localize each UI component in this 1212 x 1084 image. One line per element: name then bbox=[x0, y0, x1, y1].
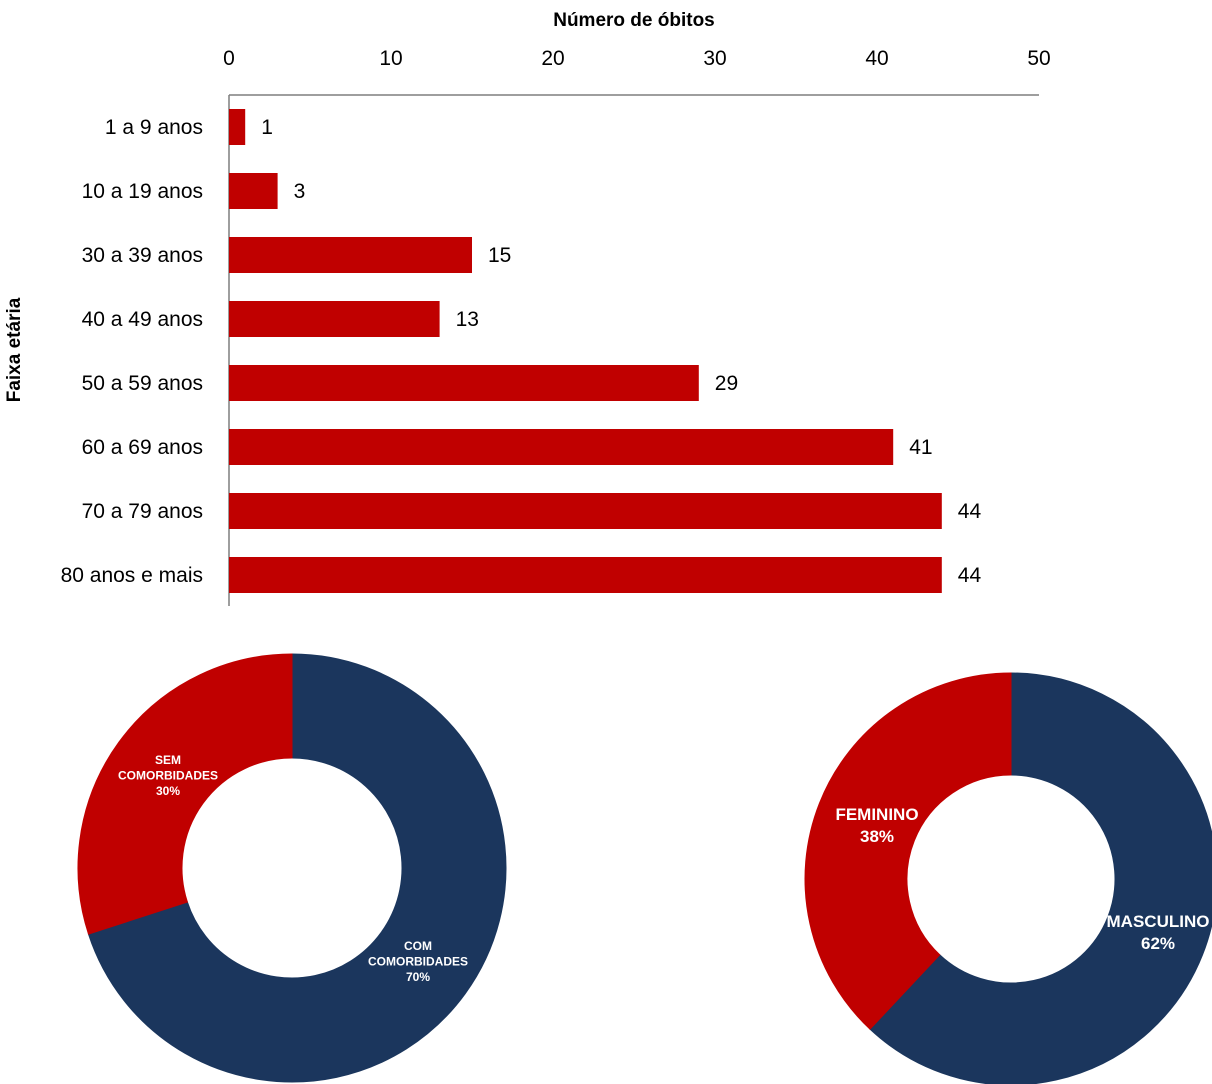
category-label: 60 a 69 anos bbox=[82, 436, 203, 459]
slice-label: SEM COMORBIDADES 30% bbox=[118, 753, 218, 798]
x-tick-label: 10 bbox=[379, 47, 402, 70]
donut-slice bbox=[869, 672, 1212, 1084]
data-label: 15 bbox=[488, 244, 511, 267]
data-label: 13 bbox=[456, 308, 479, 331]
x-tick-label: 0 bbox=[223, 47, 235, 70]
category-label: 40 a 49 anos bbox=[82, 308, 203, 331]
x-tick-label: 50 bbox=[1027, 47, 1050, 70]
donut-slice bbox=[77, 653, 293, 935]
slice-label: FEMININO 38% bbox=[835, 805, 918, 846]
donut-sexo: MASCULINO 62% FEMININO 38% bbox=[804, 672, 1212, 1084]
data-label: 44 bbox=[958, 500, 982, 523]
bar bbox=[229, 109, 246, 145]
category-label: 70 a 79 anos bbox=[82, 500, 203, 523]
slice-label: MASCULINO 62% bbox=[1107, 912, 1210, 953]
bar-chart: Número de óbitos Faixa etária 0 10 20 30 40 5… bbox=[4, 10, 1051, 606]
bar bbox=[229, 557, 942, 593]
bar bbox=[229, 301, 440, 337]
data-label: 29 bbox=[715, 372, 738, 395]
data-label: 1 bbox=[261, 116, 273, 139]
y-axis-title: Faixa etária bbox=[4, 297, 25, 402]
donut-slice bbox=[804, 672, 1012, 1030]
bar bbox=[229, 429, 894, 465]
bar bbox=[229, 173, 278, 209]
category-label: 30 a 39 anos bbox=[82, 244, 203, 267]
data-label: 41 bbox=[909, 436, 932, 459]
category-label: 50 a 59 anos bbox=[82, 372, 203, 395]
donut-comorbidades: COM COMORBIDADES 70% SEM COMORBIDADES 30% bbox=[77, 653, 507, 1083]
category-label: 1 a 9 anos bbox=[105, 116, 203, 139]
bar bbox=[229, 493, 942, 529]
x-tick-label: 20 bbox=[541, 47, 564, 70]
slice-label: COM COMORBIDADES 70% bbox=[368, 939, 468, 984]
category-label: 80 anos e mais bbox=[61, 564, 203, 587]
bar bbox=[229, 237, 472, 273]
bar-layer: 0 10 20 30 40 50 1 a 9 anos 1 10 a 19 anos 3 30 a … bbox=[61, 47, 1051, 606]
data-label: 3 bbox=[294, 180, 306, 203]
bar bbox=[229, 365, 699, 401]
x-tick-label: 30 bbox=[703, 47, 726, 70]
data-label: 44 bbox=[958, 564, 982, 587]
donut-slice bbox=[87, 653, 507, 1083]
x-tick-label: 40 bbox=[865, 47, 888, 70]
category-label: 10 a 19 anos bbox=[82, 180, 203, 203]
x-axis-title: Número de óbitos bbox=[553, 10, 715, 31]
